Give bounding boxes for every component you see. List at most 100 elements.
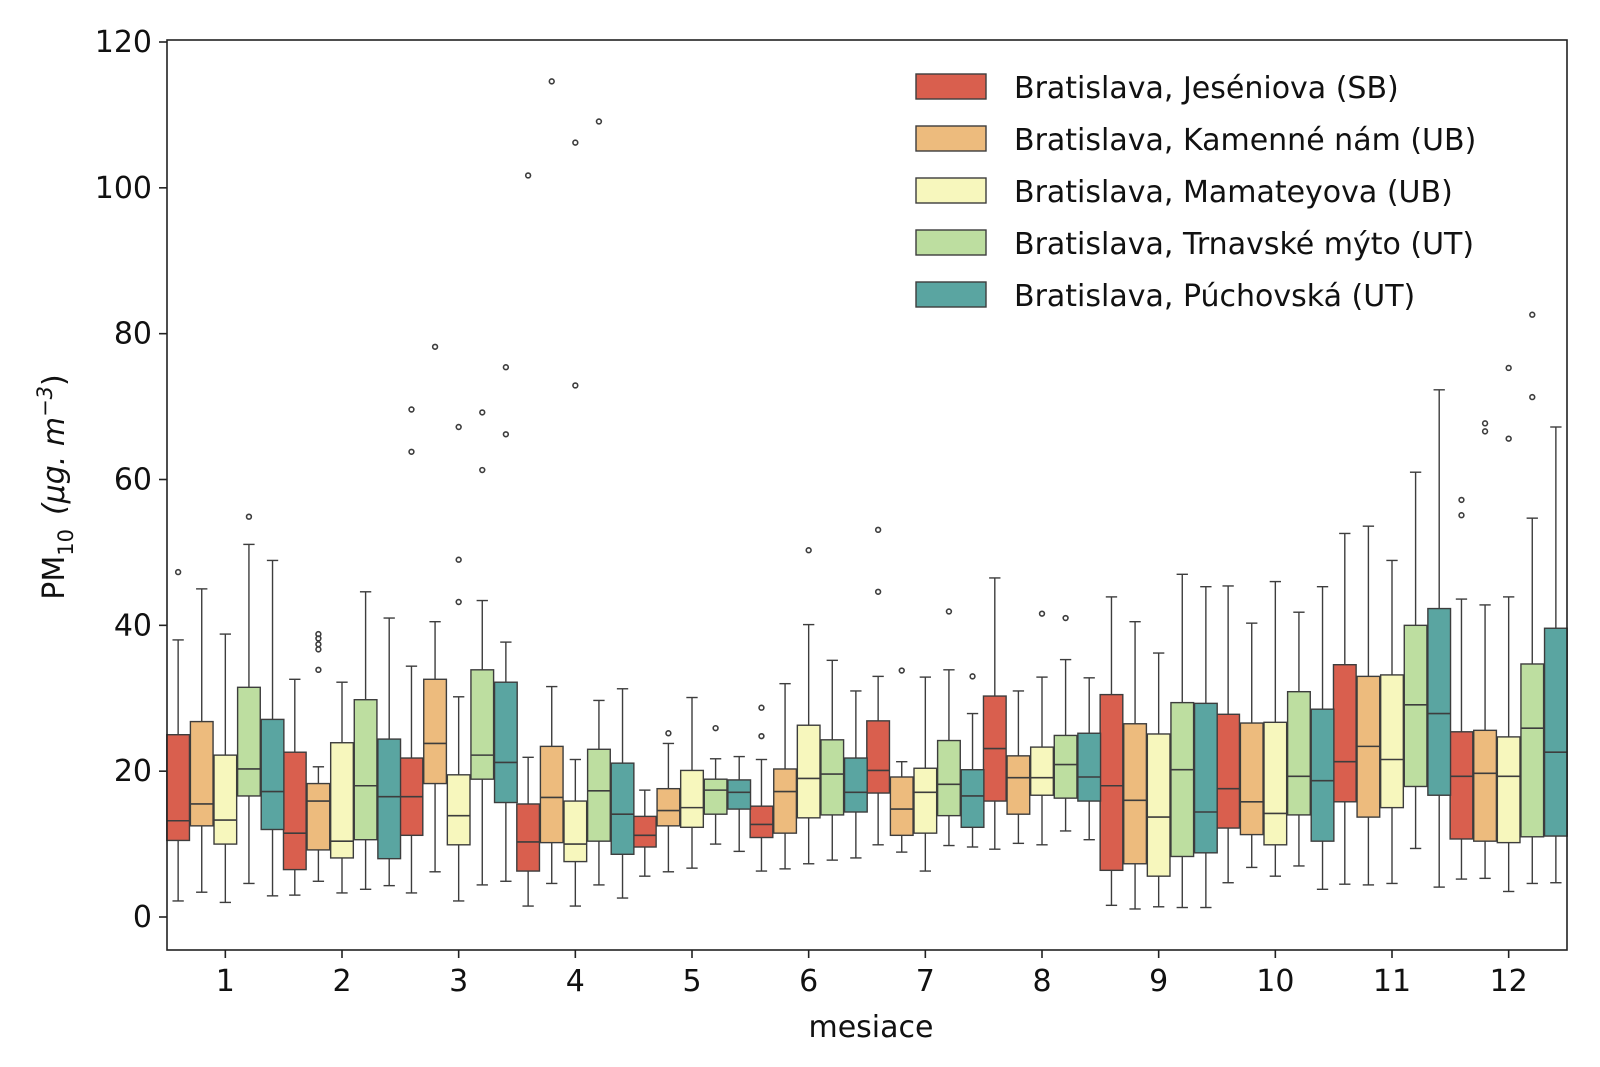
outlier-point — [455, 598, 462, 606]
box-iqr — [470, 669, 495, 780]
y-axis-label-close: ) — [37, 374, 72, 386]
box-2-month-3 — [423, 343, 448, 873]
box-iqr — [516, 803, 541, 872]
box-iqr — [727, 779, 752, 810]
plot-frame — [166, 39, 1568, 951]
box-5-month-8 — [1077, 677, 1102, 841]
box-iqr — [1449, 731, 1474, 840]
box-iqr — [936, 739, 961, 817]
y-tick-label: 120 — [95, 25, 152, 60]
outlier-point — [315, 630, 322, 638]
y-tick-label: 40 — [114, 608, 152, 643]
box-4-month-7 — [936, 608, 961, 847]
legend-swatch — [915, 73, 987, 100]
x-tick-label: 10 — [1256, 964, 1294, 999]
box-4-month-12 — [1520, 311, 1545, 885]
box-4-month-3 — [470, 409, 495, 886]
box-iqr — [679, 769, 705, 829]
legend-swatch — [915, 177, 987, 204]
x-axis-label: mesiace — [809, 1010, 934, 1045]
outlier-point — [315, 641, 322, 648]
box-iqr — [656, 787, 681, 827]
box-5-month-6 — [843, 690, 868, 859]
box-iqr — [493, 681, 518, 804]
box-3-month-3 — [446, 423, 471, 902]
box-5-month-4 — [610, 688, 635, 899]
box-5-month-1 — [260, 559, 285, 897]
outlier-point — [595, 118, 603, 125]
legend-entry-4: Bratislava, Trnavské mýto (UT) — [915, 227, 1474, 262]
box-4-month-11 — [1403, 471, 1428, 850]
outlier-point — [758, 732, 765, 740]
box-1-month-7 — [866, 526, 891, 846]
box-2-month-12 — [1473, 420, 1498, 880]
outlier-point — [174, 568, 182, 576]
box-3-month-4 — [563, 139, 588, 907]
x-tick-label: 5 — [682, 964, 701, 999]
legend-swatch — [915, 229, 987, 256]
outlier-point — [479, 409, 486, 416]
box-1-month-10 — [1216, 585, 1241, 884]
box-iqr — [1496, 736, 1521, 844]
legend-label: Bratislava, Trnavské mýto (UT) — [1014, 227, 1474, 262]
box-iqr — [1006, 755, 1031, 815]
box-iqr — [1029, 746, 1055, 796]
outlier-point — [479, 466, 486, 474]
box-iqr — [1123, 723, 1148, 865]
box-iqr — [843, 757, 868, 813]
outlier-point — [945, 608, 953, 615]
box-2-month-10 — [1239, 622, 1264, 869]
legend-entry-3: Bratislava, Mamateyova (UB) — [915, 175, 1453, 210]
box-4-month-2 — [353, 591, 378, 890]
outlier-point — [431, 343, 439, 350]
box-iqr — [306, 782, 331, 851]
legend-swatch — [915, 281, 987, 308]
legend-label: Bratislava, Jeséniova (SB) — [1014, 71, 1399, 106]
box-5-month-7 — [960, 673, 985, 848]
box-iqr — [353, 699, 378, 841]
y-axis-label: PM10 (μg. m−3) — [33, 374, 78, 600]
outlier-point — [969, 673, 976, 680]
outlier-point — [1458, 512, 1465, 519]
box-3-month-9 — [1146, 652, 1171, 908]
box-2-month-1 — [189, 588, 214, 893]
box-iqr — [749, 805, 774, 839]
box-1-month-6 — [749, 704, 774, 872]
x-tick-label: 3 — [449, 964, 468, 999]
box-iqr — [329, 742, 355, 859]
outlier-point — [805, 547, 812, 554]
box-iqr — [1099, 693, 1124, 872]
box-iqr — [1379, 674, 1405, 809]
box-3-month-7 — [913, 676, 938, 872]
box-4-month-10 — [1286, 611, 1311, 867]
outlier-point — [408, 406, 415, 413]
box-iqr — [1427, 607, 1452, 796]
x-tick-label: 9 — [1149, 964, 1168, 999]
legend: Bratislava, Jeséniova (SB) Bratislava, Ka… — [915, 71, 1476, 314]
y-tick-label: 0 — [133, 900, 152, 935]
box-iqr — [820, 739, 845, 816]
x-tick-label: 2 — [332, 964, 351, 999]
legend-entry-5: Bratislava, Púchovská (UT) — [915, 279, 1415, 314]
box-iqr — [913, 767, 938, 834]
box-iqr — [703, 778, 728, 815]
box-iqr — [866, 720, 891, 794]
outlier-point — [455, 556, 462, 563]
box-iqr — [446, 774, 471, 846]
box-3-month-8 — [1029, 610, 1055, 846]
box-iqr — [889, 776, 914, 837]
box-iqr — [236, 686, 261, 797]
box-iqr — [1473, 729, 1498, 842]
outlier-point — [408, 448, 415, 455]
box-iqr — [1263, 721, 1288, 846]
box-2-month-6 — [773, 682, 798, 870]
outlier-point — [455, 423, 462, 431]
box-4-month-1 — [236, 513, 261, 885]
box-5-month-5 — [727, 755, 752, 853]
outlier-point — [502, 364, 510, 371]
y-tick-label: 60 — [114, 463, 152, 498]
box-3-month-6 — [796, 547, 821, 865]
box-iqr — [166, 734, 191, 842]
x-tick-label: 6 — [799, 964, 818, 999]
box-5-month-2 — [377, 617, 402, 887]
